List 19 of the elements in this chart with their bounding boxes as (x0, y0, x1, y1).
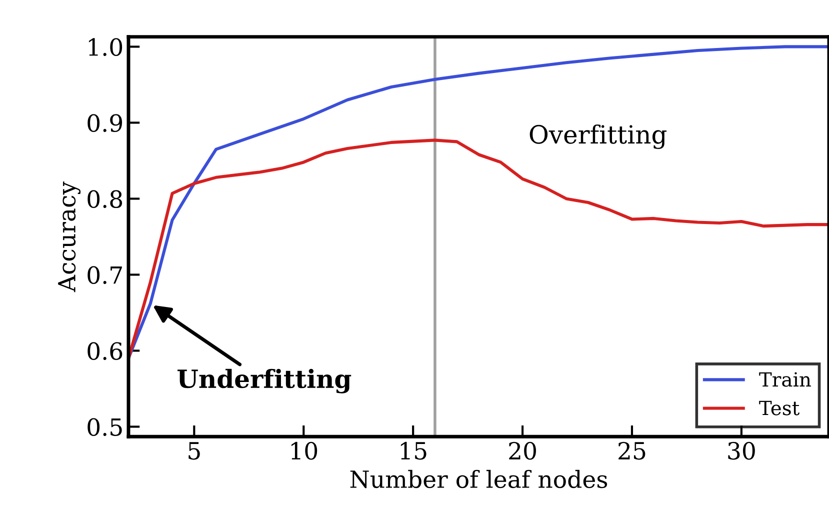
legend-label: Train (759, 372, 811, 387)
y-axis-title: Accuracy (58, 181, 81, 292)
legend-label: Test (759, 400, 800, 416)
y-tick-label: 0.6 (88, 342, 122, 360)
y-tick-label: 0.8 (88, 190, 122, 208)
x-tick-label: 30 (728, 442, 755, 460)
x-tick-label: 10 (291, 442, 318, 460)
x-tick-label: 20 (509, 442, 536, 460)
y-tick-label: 0.5 (88, 418, 122, 436)
line-series (128, 45, 829, 360)
annotation: Underfitting (178, 368, 352, 394)
x-tick-label: 25 (618, 442, 646, 460)
x-tick-label: 15 (400, 442, 426, 460)
y-tick-label: 0.9 (88, 114, 122, 132)
x-axis-title: Number of leaf nodes (350, 470, 608, 488)
annotation: Overfitting (530, 124, 666, 150)
y-tick-label: 0.7 (88, 266, 122, 284)
y-tick-label: 1.0 (88, 38, 122, 56)
x-tick-label: 5 (188, 442, 200, 460)
